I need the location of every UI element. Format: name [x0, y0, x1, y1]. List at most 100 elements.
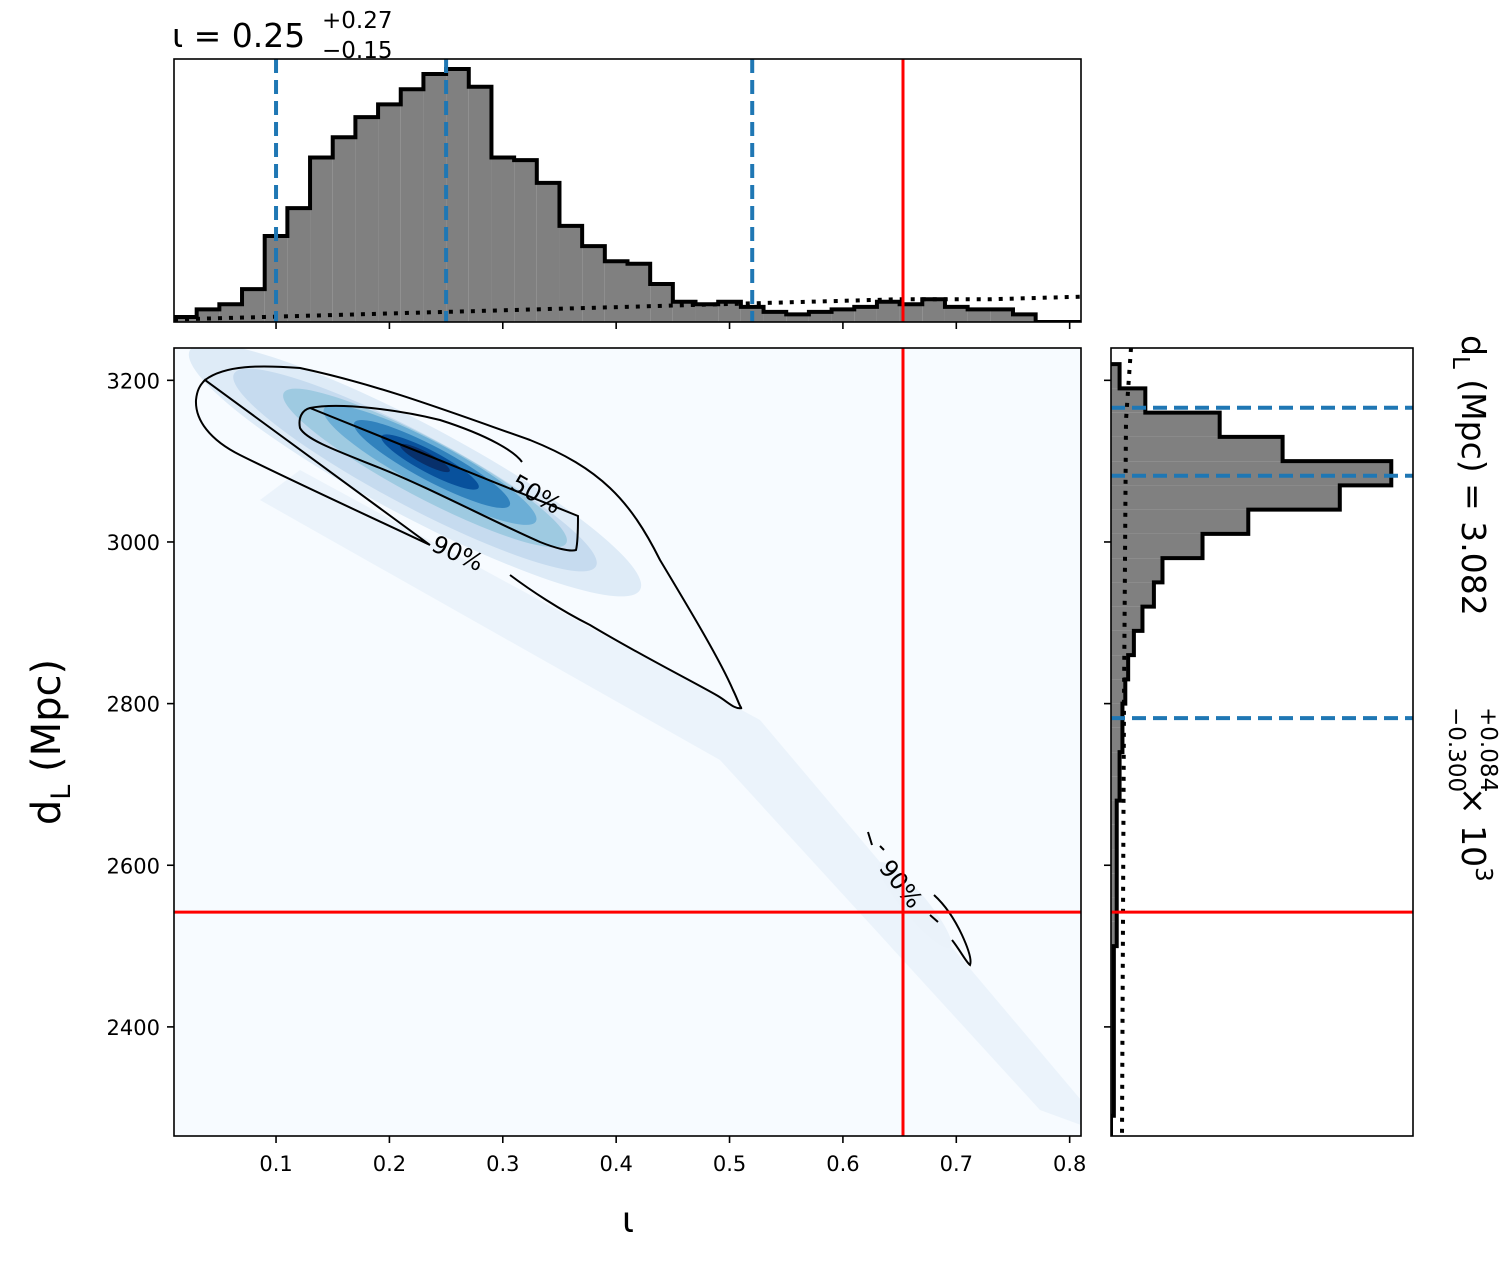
- dL-histogram-bar: [1111, 630, 1134, 656]
- density-tail: [260, 470, 1081, 1125]
- dL-histogram-bar: [1111, 364, 1120, 389]
- iota-histogram-bar: [514, 160, 537, 322]
- dL-histogram-bar: [1111, 873, 1117, 898]
- iota-histogram-bar: [196, 309, 220, 322]
- dL-histogram-bars: [1111, 348, 1394, 1136]
- iota-histogram-frame: [173, 58, 1082, 323]
- y-tick-label: 2400: [107, 1016, 160, 1040]
- dL-histogram-bar: [1111, 727, 1123, 753]
- y-tick-label: 2800: [107, 693, 160, 717]
- x-tick-label: 0.4: [599, 1152, 632, 1176]
- iota-histogram-bar: [604, 261, 628, 322]
- iota-histogram-bar: [763, 311, 787, 322]
- iota-histogram-bar: [446, 69, 469, 322]
- dL-histogram-bar: [1111, 921, 1117, 947]
- dL-histogram-bar: [1111, 558, 1163, 583]
- iota-histogram-bar: [219, 304, 243, 322]
- iota-histogram-bar: [854, 306, 877, 322]
- dL-histogram-bar: [1111, 412, 1220, 437]
- dL-histogram-bar: [1111, 436, 1283, 462]
- iota-prior-curve: [174, 294, 1081, 322]
- iota-histogram-bar: [831, 309, 855, 322]
- dL-quantile-lines: [1111, 405, 1413, 721]
- dL-histogram-bar: [1111, 800, 1117, 825]
- iota-histogram-bar: [378, 104, 401, 322]
- svg-text:dL (Mpc) = 3.082: dL (Mpc) = 3.082: [1447, 335, 1493, 616]
- iota-title-upper-error: +0.27: [322, 8, 392, 34]
- iota-histogram-bar: [695, 304, 719, 322]
- x-tick-label: 0.3: [486, 1152, 519, 1176]
- dL-histogram-bar: [1111, 582, 1154, 607]
- iota-histogram-bar: [990, 309, 1013, 322]
- dL-histogram-bar: [1111, 679, 1126, 704]
- dL-histogram-bar: [1111, 824, 1117, 850]
- iota-histogram-bar: [400, 89, 424, 322]
- contour-90-secondary: [867, 831, 972, 967]
- x-tick-label: 0.6: [826, 1152, 859, 1176]
- contour-50-primary: [298, 404, 580, 552]
- iota-title-lower-error: −0.15: [322, 38, 392, 64]
- dL-histogram-bar: [1111, 703, 1123, 728]
- iota-histogram-bar: [491, 157, 515, 322]
- iota-histogram-bar: [922, 299, 945, 322]
- dL-title: dL (Mpc) = 3.082 +0.084 −0.300 × 103: [1443, 335, 1501, 882]
- iota-histogram-bar: [559, 225, 583, 322]
- x-tick-label: 0.8: [1053, 1152, 1086, 1176]
- density-heatmap: [188, 348, 1081, 1125]
- iota-histogram-panel: ι = 0.25 +0.27 −0.15: [172, 8, 1082, 329]
- joint-density-panel: 50% 90% 90% 0.1 0.2 0.3 0.4 0.5 0.6 0.7 0.8 240…: [24, 347, 1086, 1241]
- iota-histogram-bars: [174, 67, 1081, 322]
- dL-histogram-panel: dL (Mpc) = 3.082 +0.084 −0.300 × 103: [1104, 335, 1501, 1137]
- dL-title-upper-error: +0.084: [1475, 707, 1501, 792]
- x-tick-label: 0.7: [940, 1152, 973, 1176]
- iota-histogram-bar: [786, 314, 809, 322]
- contour-90-primary: [194, 365, 743, 710]
- iota-histogram-bar: [468, 86, 492, 322]
- dL-histogram-outline: [1111, 362, 1394, 1136]
- density-frame: [173, 347, 1082, 1137]
- iota-histogram-bar: [332, 137, 356, 322]
- iota-histogram-bar: [876, 301, 900, 322]
- credible-contours: [194, 365, 972, 967]
- iota-histogram-bar: [582, 246, 605, 322]
- dL-histogram-bar: [1111, 606, 1143, 631]
- density-peak: [400, 443, 450, 473]
- iota-histogram-bar: [899, 304, 923, 322]
- iota-histogram-bar: [287, 208, 311, 322]
- iota-quantile-lines: [274, 59, 755, 322]
- x-tick-label: 0.1: [259, 1152, 292, 1176]
- x-axis-label: ι: [622, 1200, 634, 1241]
- dL-histogram-bar: [1111, 897, 1117, 922]
- iota-histogram-outline: [174, 67, 1081, 322]
- iota-histogram-bar: [355, 117, 379, 322]
- dL-histogram-ticks: [1104, 379, 1111, 1028]
- y-axis-label: dL (Mpc): [24, 659, 77, 825]
- dL-histogram-bar: [1111, 849, 1117, 874]
- dL-histogram-bar: [1111, 776, 1120, 801]
- iota-histogram-bar: [967, 309, 991, 322]
- dL-prior-curve: [1120, 348, 1133, 1136]
- y-tick-label: 2600: [107, 854, 160, 878]
- iota-histogram-bar: [808, 311, 832, 322]
- density-background: [174, 348, 1081, 1136]
- dL-histogram-bar: [1111, 655, 1129, 680]
- iota-histogram-bar: [627, 263, 651, 322]
- iota-histogram-bar: [650, 284, 673, 322]
- x-tick-label: 0.2: [373, 1152, 406, 1176]
- x-axis-ticks: 0.1 0.2 0.3 0.4 0.5 0.6 0.7 0.8: [259, 1136, 1086, 1176]
- y-tick-label: 3000: [107, 531, 160, 555]
- iota-title: ι = 0.25: [172, 16, 305, 55]
- iota-histogram-bar: [944, 306, 968, 322]
- y-tick-label: 3200: [107, 369, 160, 393]
- dL-histogram-bar: [1111, 485, 1340, 510]
- dL-histogram-frame: [1110, 347, 1414, 1137]
- iota-histogram-ticks: [275, 322, 1071, 329]
- iota-histogram-bar: [423, 74, 447, 322]
- iota-histogram-bar: [1012, 314, 1036, 322]
- iota-histogram-bar: [718, 301, 741, 322]
- iota-histogram-bar: [310, 157, 333, 322]
- y-axis-ticks: 2400 2600 2800 3000 3200: [107, 369, 174, 1040]
- dL-histogram-bar: [1111, 509, 1249, 534]
- density-secondary-mode: [878, 862, 952, 948]
